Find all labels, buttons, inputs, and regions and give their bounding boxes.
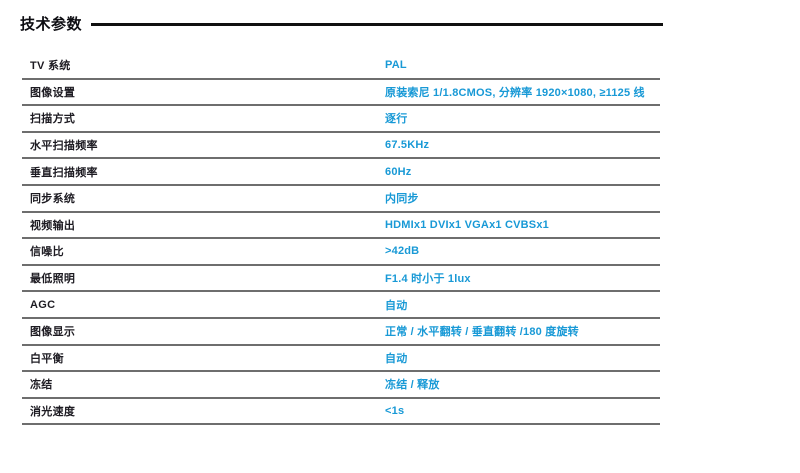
table-row: 水平扫描频率 67.5KHz — [22, 133, 660, 160]
row-label: 扫描方式 — [30, 113, 76, 126]
row-value: 正常 / 水平翻转 / 垂直翻转 /180 度旋转 — [385, 326, 579, 339]
row-value: 60Hz — [385, 165, 412, 178]
row-label: 视频输出 — [30, 219, 76, 232]
page-title: 技术参数 — [20, 16, 83, 33]
row-label: 冻结 — [30, 379, 53, 392]
row-label: AGC — [30, 298, 56, 311]
row-value: 67.5KHz — [385, 139, 430, 152]
row-value: 自动 — [385, 299, 408, 312]
row-label: 水平扫描频率 — [30, 140, 98, 153]
row-label: 最低照明 — [30, 273, 76, 286]
table-row: 图像显示 正常 / 水平翻转 / 垂直翻转 /180 度旋转 — [22, 319, 660, 346]
row-value: HDMIx1 DVIx1 VGAx1 CVBSx1 — [385, 218, 549, 231]
row-label: 图像显示 — [30, 326, 76, 339]
row-label: 图像设置 — [30, 86, 76, 99]
table-row: 视频输出 HDMIx1 DVIx1 VGAx1 CVBSx1 — [22, 213, 660, 240]
row-label: 同步系统 — [30, 193, 76, 206]
spec-table: TV 系统 PAL 图像设置 原装索尼 1/1.8CMOS, 分辨率 1920×… — [22, 53, 660, 426]
table-row: 冻结 冻结 / 释放 — [22, 372, 660, 399]
table-row: 信噪比 >42dB — [22, 239, 660, 266]
row-value: >42dB — [385, 245, 420, 258]
row-value: 原装索尼 1/1.8CMOS, 分辨率 1920×1080, ≥1125 线 — [385, 86, 645, 99]
row-value: PAL — [385, 59, 407, 72]
table-row: TV 系统 PAL — [22, 53, 660, 80]
row-value: 内同步 — [385, 193, 419, 206]
table-row: 图像设置 原装索尼 1/1.8CMOS, 分辨率 1920×1080, ≥112… — [22, 80, 660, 107]
row-value: 自动 — [385, 352, 408, 365]
table-row: 消光速度 <1s — [22, 399, 660, 426]
table-row: 同步系统 内同步 — [22, 186, 660, 213]
table-row: 垂直扫描频率 60Hz — [22, 159, 660, 186]
row-value: <1s — [385, 405, 405, 418]
row-value: 逐行 — [385, 113, 408, 126]
row-value: 冻结 / 释放 — [385, 379, 440, 392]
table-row: 白平衡 自动 — [22, 346, 660, 373]
row-label: 垂直扫描频率 — [30, 166, 98, 179]
row-value: F1.4 时小于 1lux — [385, 273, 471, 286]
table-row: 扫描方式 逐行 — [22, 106, 660, 133]
table-row: AGC 自动 — [22, 292, 660, 319]
section-header: 技术参数 — [20, 13, 663, 34]
row-label: 白平衡 — [30, 352, 64, 365]
title-rule-divider — [91, 23, 663, 26]
row-label: 消光速度 — [30, 406, 76, 419]
row-label: 信噪比 — [30, 246, 64, 259]
row-label: TV 系统 — [30, 60, 71, 73]
table-row: 最低照明 F1.4 时小于 1lux — [22, 266, 660, 293]
